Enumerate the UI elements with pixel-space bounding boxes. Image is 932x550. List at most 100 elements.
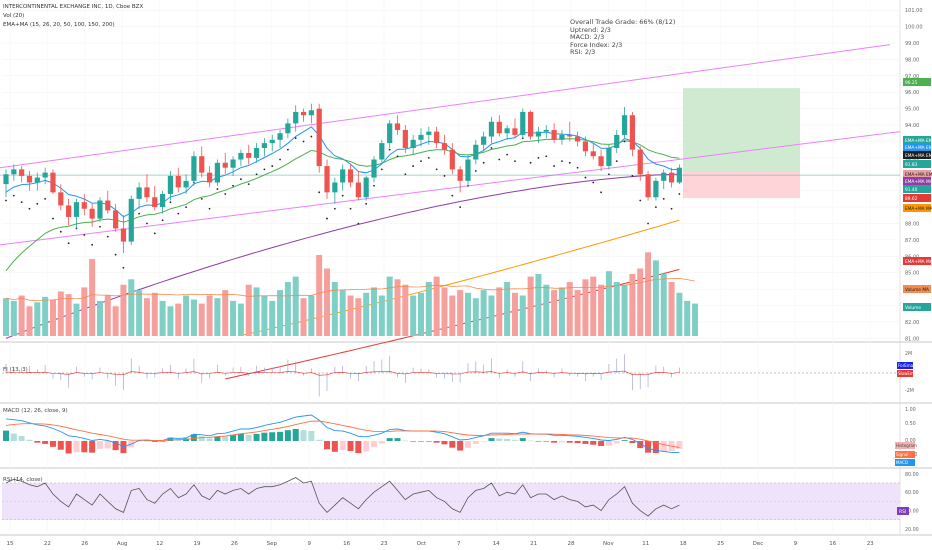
macd-hist-bar <box>104 441 111 449</box>
candle-body <box>81 202 87 209</box>
trend-dot <box>584 176 587 179</box>
candle-body <box>128 198 134 242</box>
candle-body <box>58 192 64 206</box>
candle-body <box>144 187 150 198</box>
macd-hist-bar <box>433 441 440 443</box>
macd-tag <box>895 451 915 458</box>
macd-hist-bar <box>613 441 620 444</box>
volume-bar <box>496 287 503 336</box>
volume-bar <box>300 298 307 336</box>
volume-bar <box>645 252 652 336</box>
ema-slow-line <box>5 138 680 272</box>
macd-hist-bar <box>292 428 299 441</box>
price-tick-label: 101.00 <box>905 8 923 14</box>
channel-lower-line <box>0 131 901 246</box>
candles <box>3 103 682 254</box>
candle-body <box>332 182 338 193</box>
candle-body <box>230 159 236 168</box>
volume-bar <box>629 273 636 336</box>
time-tick-label: 21 <box>530 541 537 547</box>
fi-tag-text: SlowEma <box>898 371 917 376</box>
volume-bar <box>668 282 675 336</box>
volume-bar <box>253 287 260 336</box>
trend-dot <box>28 207 31 210</box>
target-zone <box>683 88 800 171</box>
trend-dot <box>302 140 305 143</box>
trend-dot <box>216 188 219 190</box>
trend-dot <box>647 222 649 225</box>
ema-fast-line <box>5 126 680 218</box>
volume-bar <box>128 279 135 336</box>
time-tick-label: 16 <box>343 541 350 547</box>
trend-dot <box>553 165 555 167</box>
candle-body <box>34 177 40 183</box>
trend-dot <box>208 207 211 210</box>
price-tick-label: 85.00 <box>905 271 919 277</box>
volume-bar <box>511 292 518 336</box>
volume-bar <box>206 295 213 336</box>
trend-dot <box>451 194 454 197</box>
price-tag-text: 96.25 <box>905 80 918 86</box>
fi-bars <box>5 354 680 397</box>
macd-axis-label: 1.00 <box>905 407 916 413</box>
rsi-axis-label: 80.00 <box>905 472 919 478</box>
trend-dot <box>608 173 610 176</box>
candle-body <box>637 149 643 175</box>
trend-dot <box>349 207 352 210</box>
macd-hist-bar <box>645 441 652 453</box>
candle-body <box>261 143 267 149</box>
ema-legend: EMA+MA (15, 26, 20, 50, 100, 150, 200) <box>3 22 115 28</box>
trend-dot <box>232 184 234 187</box>
trend-dot <box>333 207 336 210</box>
trend-dot <box>474 170 477 172</box>
trend-dot <box>36 202 39 205</box>
trend-dot <box>99 225 101 228</box>
volume-bars <box>3 252 699 336</box>
trend-dot <box>396 155 399 158</box>
macd-hist-bar <box>331 441 338 452</box>
price-tag <box>903 151 931 159</box>
volume-bar <box>386 276 393 336</box>
price-tag-text: EMA+MA MA 3 <box>905 259 932 265</box>
macd-hist-bar <box>57 441 64 450</box>
grade-force-index: Force Index: 2/3 <box>570 40 623 49</box>
candle-body <box>199 156 205 173</box>
volume-bar <box>558 287 565 336</box>
macd-hist-bar <box>480 441 487 442</box>
time-tick-label: 14 <box>493 541 500 547</box>
volume-bar <box>590 276 597 336</box>
macd-hist-bar <box>504 438 511 441</box>
symbol-title: INTERCONTINENTAL EXCHANGE INC, 1D, Cboe … <box>3 4 144 10</box>
trend-dot <box>279 158 281 161</box>
candle-body <box>410 139 416 149</box>
price-tag <box>903 303 931 311</box>
candle-body <box>512 128 518 135</box>
candle-body <box>379 143 385 160</box>
macd-hist-bar <box>190 434 197 441</box>
volume-bar <box>26 306 33 336</box>
macd-axis-label: 0.50 <box>905 421 916 427</box>
trend-dot <box>506 153 509 156</box>
candle-body <box>136 187 142 199</box>
volume-bar <box>104 295 111 336</box>
trend-dot <box>326 217 328 220</box>
price-tag <box>903 160 931 168</box>
price-tag-text: EMA+MA MA 1 <box>905 179 932 185</box>
macd-hist-bar <box>457 441 464 451</box>
volume-bar <box>417 292 424 336</box>
candle-body <box>120 228 127 242</box>
candle-body <box>42 172 48 178</box>
candle-body <box>293 111 299 124</box>
macd-hist-bar <box>558 441 565 443</box>
candle-body <box>394 123 401 130</box>
candle-body <box>19 169 25 176</box>
price-tick-label: 100.00 <box>905 25 923 31</box>
time-tick-label: 16 <box>829 541 836 547</box>
grade-rsi: RSI: 2/3 <box>570 48 596 57</box>
trend-dot <box>537 156 540 159</box>
candle-body <box>457 169 463 181</box>
trend-dot <box>185 206 187 208</box>
price-tag-text: Volume MA <box>905 287 929 293</box>
